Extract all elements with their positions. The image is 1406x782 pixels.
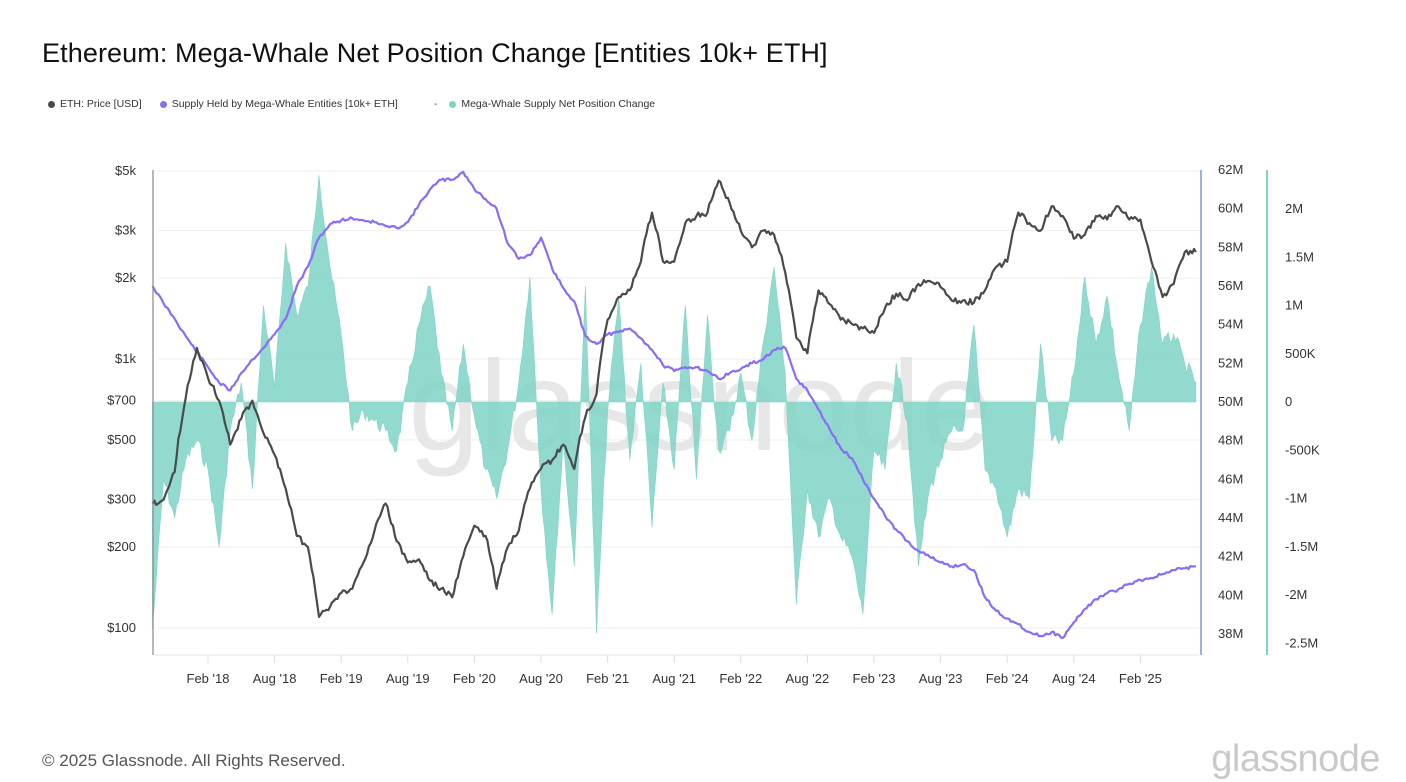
supply-line: [151, 170, 1196, 639]
legend: ETH: Price [USD] Supply Held by Mega-Wha…: [48, 98, 673, 110]
net-change-tick-label: 2M: [1285, 201, 1303, 216]
supply-tick-label: 62M: [1218, 162, 1243, 177]
x-tick-label: Aug '23: [919, 671, 963, 686]
supply-tick-label: 38M: [1218, 626, 1243, 641]
x-tick-label: Feb '19: [320, 671, 363, 686]
axes: $5k $3k $2k $1k $700 $500 $300 $200 $100 62M 60M 58…: [107, 162, 1320, 686]
x-tick-label: Aug '24: [1052, 671, 1096, 686]
price-tick-label: $300: [107, 492, 136, 507]
supply-tick-label: 42M: [1218, 549, 1243, 564]
supply-tick-label: 48M: [1218, 433, 1243, 448]
net-change-tick-label: -2.5M: [1285, 635, 1318, 650]
net-change-tick-label: -1M: [1285, 491, 1307, 506]
net-change-tick-label: 0: [1285, 394, 1292, 409]
net-change-tick-label: 500K: [1285, 346, 1316, 361]
x-tick-label: Feb '21: [586, 671, 629, 686]
price-line-layer: [151, 179, 1197, 618]
x-tick-label: Feb '24: [986, 671, 1029, 686]
price-tick-label: $1k: [115, 351, 136, 366]
price-tick-label: $200: [107, 539, 136, 554]
supply-tick-label: 56M: [1218, 278, 1243, 293]
legend-separator: -: [433, 98, 438, 110]
chart-canvas[interactable]: glassnode $5k$3k$2k$1k$700$500$300$200$1…: [0, 0, 1406, 720]
price-tick-label: $100: [107, 620, 136, 635]
supply-tick-label: 40M: [1218, 587, 1243, 602]
supply-tick-label: 50M: [1218, 394, 1243, 409]
x-tick-label: Feb '20: [453, 671, 496, 686]
net-change-area: [152, 175, 1197, 634]
legend-dot-icon: [159, 100, 167, 108]
legend-dot-icon: [449, 100, 457, 108]
price-tick-label: $5k: [115, 163, 136, 178]
x-tick-label: Aug '19: [386, 671, 430, 686]
legend-item-net-change[interactable]: Mega-Whale Supply Net Position Change: [449, 98, 655, 110]
net-change-area-layer: [152, 175, 1197, 634]
x-tick-label: Feb '22: [719, 671, 762, 686]
supply-tick-label: 54M: [1218, 317, 1243, 332]
copyright-footer: © 2025 Glassnode. All Rights Reserved.: [42, 751, 346, 770]
net-change-tick-label: -1.5M: [1285, 539, 1318, 554]
x-tick-label: Aug '22: [786, 671, 830, 686]
x-tick-label: Feb '18: [187, 671, 230, 686]
supply-tick-label: 44M: [1218, 510, 1243, 525]
x-tick-label: Feb '25: [1119, 671, 1162, 686]
supply-tick-label: 58M: [1218, 239, 1243, 254]
chart-title: Ethereum: Mega-Whale Net Position Change…: [42, 38, 828, 68]
price-tick-label: $700: [107, 393, 136, 408]
supply-tick-label: 52M: [1218, 355, 1243, 370]
x-tick-label: Aug '18: [253, 671, 297, 686]
legend-label: Supply Held by Mega-Whale Entities [10k+…: [171, 98, 398, 110]
x-tick-label: Aug '21: [652, 671, 696, 686]
price-tick-label: $500: [107, 432, 136, 447]
price-line: [151, 179, 1197, 618]
legend-label: ETH: Price [USD]: [60, 98, 142, 110]
net-change-tick-label: -500K: [1285, 442, 1320, 457]
net-change-tick-label: 1M: [1285, 298, 1303, 313]
legend-item-eth-price[interactable]: ETH: Price [USD]: [48, 98, 142, 110]
net-change-tick-label: 1.5M: [1285, 249, 1314, 264]
glassnode-logo[interactable]: glassnode: [1211, 738, 1380, 780]
x-tick-label: Aug '20: [519, 671, 563, 686]
legend-item-supply[interactable]: Supply Held by Mega-Whale Entities [10k+…: [159, 98, 398, 110]
net-change-tick-label: -2M: [1285, 587, 1307, 602]
supply-tick-label: 46M: [1218, 471, 1243, 486]
legend-dot-icon: [48, 100, 55, 108]
legend-label: Mega-Whale Supply Net Position Change: [461, 98, 656, 110]
supply-tick-label: 60M: [1218, 201, 1243, 216]
x-tick-label: Feb '23: [853, 671, 896, 686]
price-tick-label: $2k: [115, 270, 136, 285]
supply-line-layer: [151, 170, 1196, 639]
price-tick-label: $3k: [115, 223, 136, 238]
